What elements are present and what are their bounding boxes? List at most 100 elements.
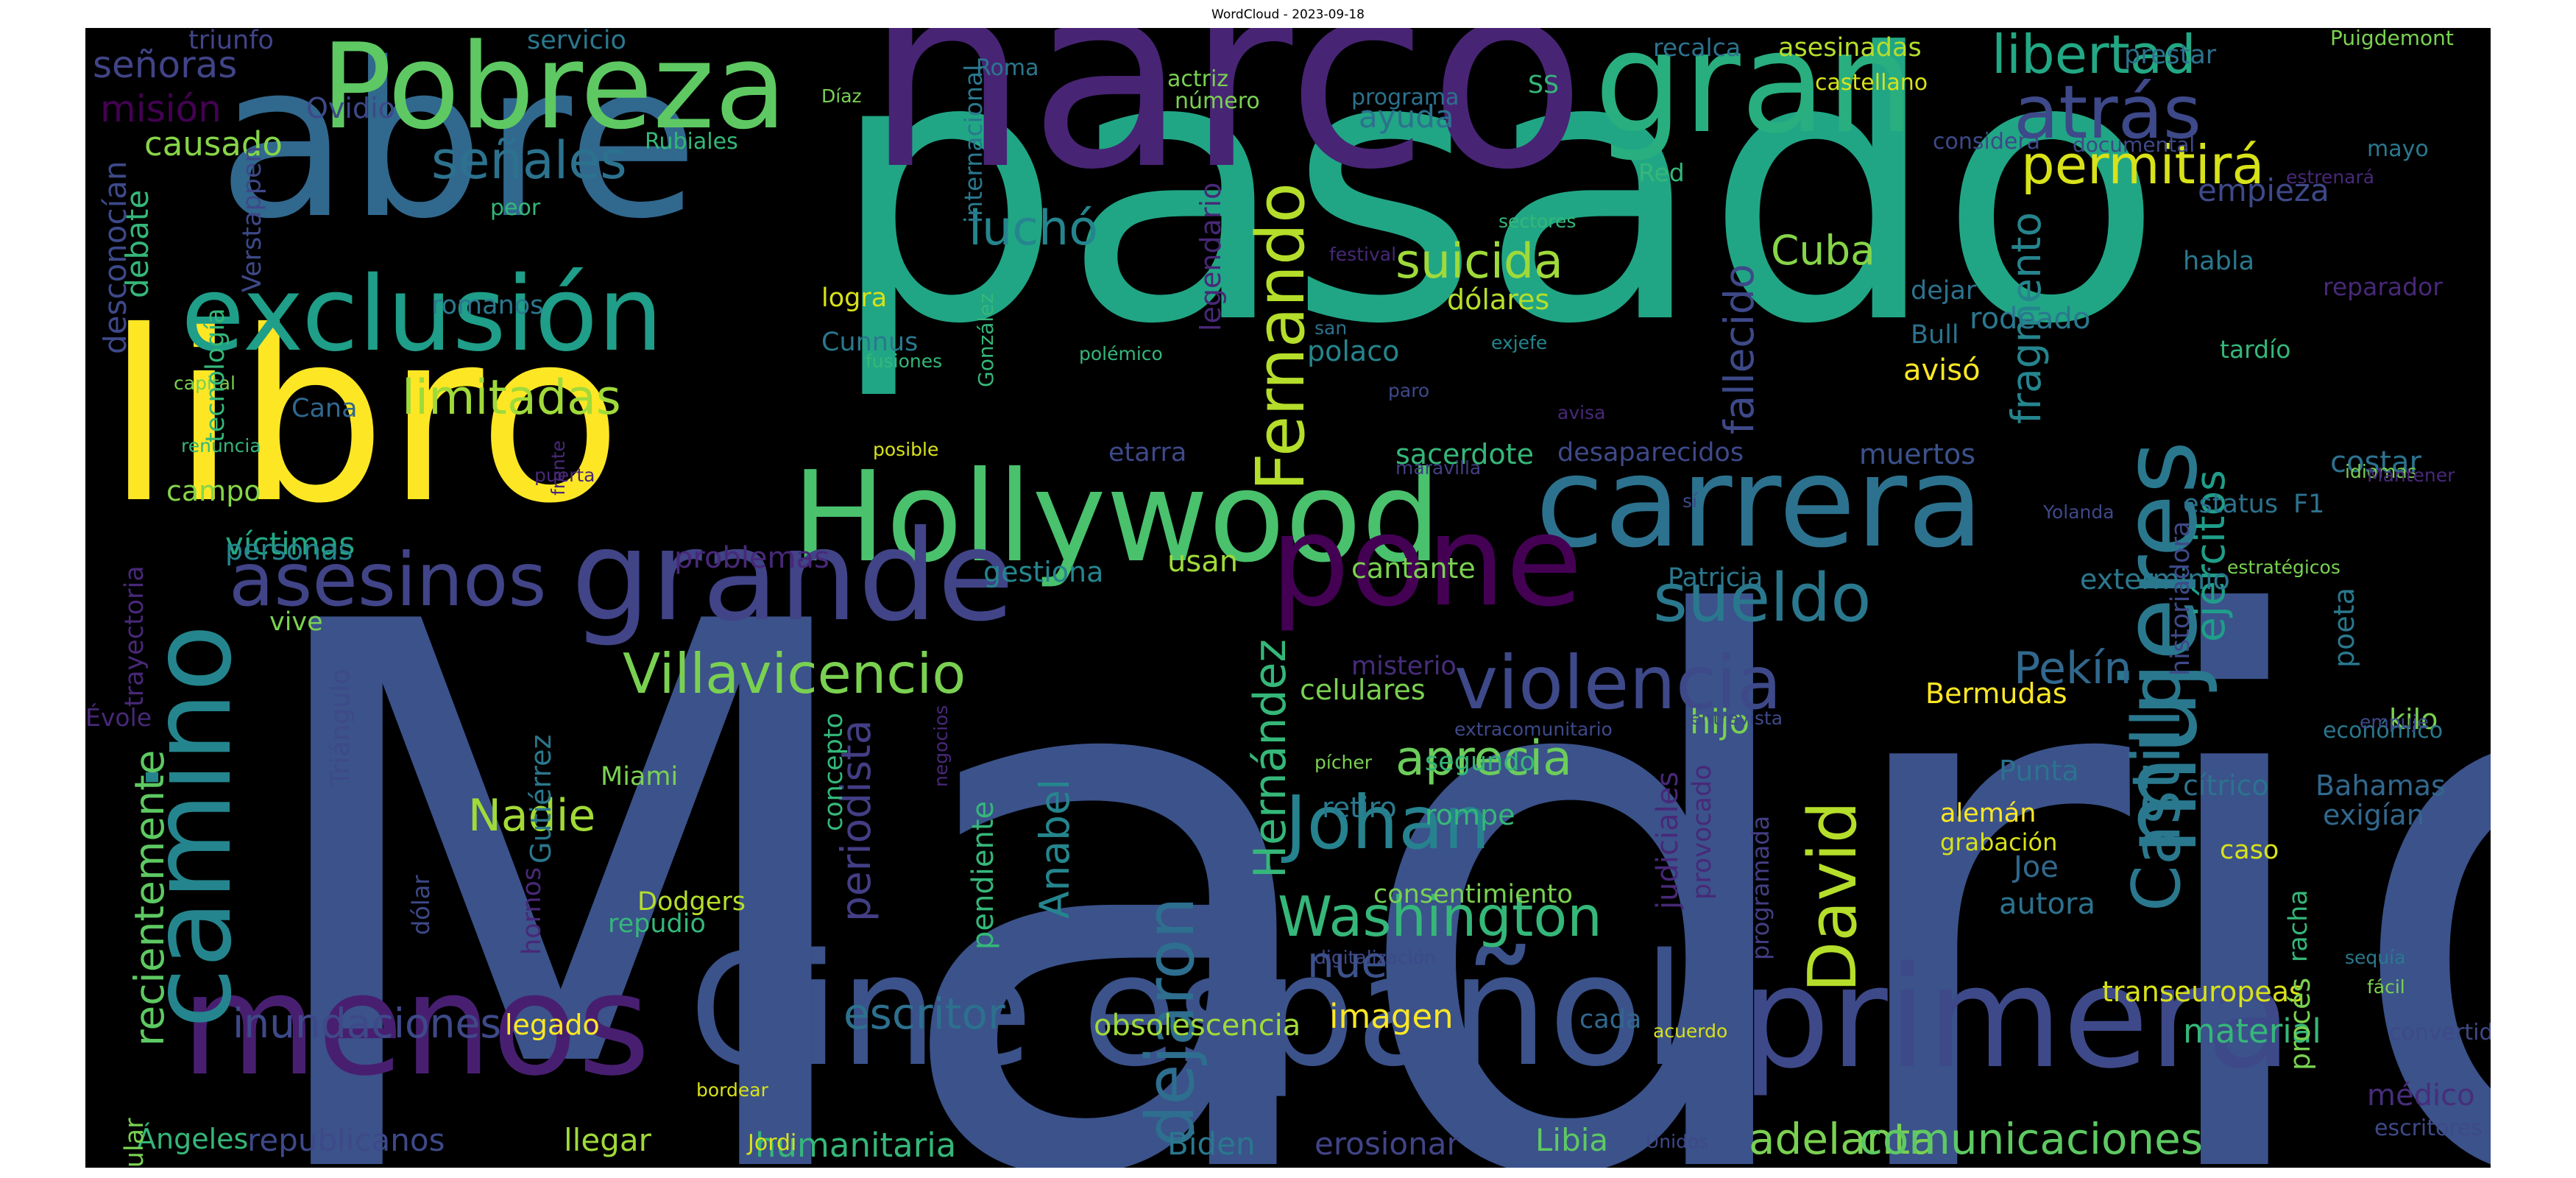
cloud-word: Castillo <box>2118 668 2195 911</box>
cloud-word: aprecia <box>1395 731 1573 786</box>
cloud-word: poeta <box>2328 588 2360 668</box>
cloud-word: erosionar <box>1314 1126 1459 1162</box>
cloud-word: obsolescencia <box>1094 1009 1301 1043</box>
cloud-word: servicio <box>527 28 626 55</box>
cloud-word: Puigdemont <box>2330 28 2454 50</box>
cloud-word: posible <box>873 439 939 460</box>
cloud-word: Yolanda <box>2043 501 2115 523</box>
cloud-word: libertad <box>1992 28 2196 85</box>
cloud-word: Pobreza <box>321 28 787 155</box>
cloud-word: costar <box>2330 445 2421 479</box>
cloud-word: estrenará <box>2286 166 2375 188</box>
cloud-word: estratégicos <box>2227 557 2340 578</box>
cloud-word: Jordi <box>748 1130 797 1156</box>
cloud-word: empieza <box>2198 172 2329 208</box>
cloud-word: Cana <box>291 394 358 423</box>
cloud-word: caso <box>2220 836 2279 865</box>
cloud-word: económico <box>2323 718 2444 744</box>
cloud-word: pendiente <box>966 800 1000 950</box>
cloud-word: republicanos <box>247 1122 445 1158</box>
cloud-word: humanitaria <box>755 1126 957 1165</box>
cloud-word: Mantener <box>2367 465 2455 486</box>
cloud-word: vive <box>269 607 323 637</box>
cloud-word: Patricia <box>1668 563 1763 593</box>
cloud-word: gran <box>1594 28 1915 164</box>
cloud-word: sequía <box>2345 947 2406 968</box>
cloud-word: suicida <box>1395 234 1564 289</box>
cloud-word: nuevo <box>1307 937 1440 987</box>
cloud-word: tardío <box>2220 335 2291 364</box>
cloud-word: Fernando <box>1242 182 1320 491</box>
cloud-word: reparador <box>2323 272 2443 301</box>
cloud-word: señoras <box>93 43 238 86</box>
cloud-word: número <box>1175 88 1260 114</box>
cloud-word: celulares <box>1300 674 1426 706</box>
cloud-word: ayuda <box>1359 99 1454 135</box>
cloud-word: cítrico <box>2183 769 2269 802</box>
cloud-word: considera <box>1933 129 2041 155</box>
cloud-word: violencia <box>1454 640 1782 726</box>
cloud-word: puerta <box>534 465 595 486</box>
cloud-word: legendario <box>1195 182 1227 331</box>
cloud-word: atrás <box>2014 69 2201 155</box>
cloud-word: avisa <box>1557 402 1606 423</box>
cloud-word: SS <box>1528 70 1559 99</box>
cloud-word: polémico <box>1079 343 1163 364</box>
cloud-word: castellano <box>1815 70 1928 96</box>
cloud-word: exterminio <box>2080 563 2230 596</box>
cloud-word: trayectoria <box>120 565 149 707</box>
cloud-word: pícher <box>1314 752 1373 773</box>
cloud-word: san <box>1314 317 1348 339</box>
cloud-word: idiomas <box>2345 461 2417 482</box>
cloud-word: problemas <box>674 541 829 575</box>
cloud-word: peor <box>490 195 541 221</box>
cloud-word: Bermudas <box>1925 677 2067 710</box>
cloud-word: fusiones <box>866 350 943 372</box>
cloud-word: digitalización <box>1314 947 1436 968</box>
cloud-word: Rubiales <box>645 129 738 155</box>
cloud-word: campo <box>166 475 261 507</box>
cloud-word: David <box>1794 801 1872 992</box>
cloud-word: judiciales <box>1651 771 1685 909</box>
cloud-word: Cunnus <box>821 328 919 357</box>
cloud-word: luchó <box>969 201 1098 256</box>
cloud-word: logra <box>821 283 888 313</box>
cloud-word: llegar <box>564 1122 651 1158</box>
cloud-word: Madrid <box>237 467 2491 1168</box>
cloud-word: debate <box>119 189 155 298</box>
cloud-word: sacerdote <box>1395 438 1534 470</box>
cloud-word: exigían <box>2323 799 2424 831</box>
cloud-word: particular <box>120 1118 149 1168</box>
cloud-word: dejar <box>1911 276 1977 306</box>
cloud-word: Roma <box>976 55 1039 81</box>
cloud-word: misterio <box>1351 652 1457 681</box>
cloud-word: hijo <box>1690 702 1750 741</box>
cloud-word: Nadie <box>468 790 596 842</box>
cloud-word: Hollywood <box>792 445 1441 590</box>
cloud-word: Punta <box>1999 755 2079 787</box>
cloud-word: dólar <box>407 875 435 935</box>
cloud-word: segundo <box>1425 747 1535 777</box>
cloud-word: Anabel <box>1031 778 1078 919</box>
cloud-word: escritores <box>2374 1115 2483 1141</box>
cloud-word: Triángulo <box>326 669 355 786</box>
cloud-word: recalca <box>1653 33 1741 62</box>
cloud-word: personas <box>225 534 353 566</box>
cloud-word: transeuropeas <box>2102 976 2304 1008</box>
cloud-word: Pekín <box>2014 643 2132 694</box>
cloud-word: negocios <box>930 705 952 787</box>
cloud-word: mayo <box>2367 136 2429 162</box>
cloud-word: Verstappen <box>238 146 267 292</box>
cloud-word: Miami <box>601 762 679 791</box>
cloud-word: Red <box>1638 158 1685 187</box>
cloud-word: paro <box>1388 380 1430 401</box>
cloud-word: rodeado <box>1970 302 2091 336</box>
cloud-word: primera <box>1741 937 2293 1099</box>
cloud-word: usan <box>1167 545 1239 579</box>
cloud-word: concepto <box>819 713 849 831</box>
cloud-word: abre <box>218 28 699 266</box>
cloud-word: Joe <box>2014 850 2059 884</box>
cloud-word: muertos <box>1859 438 1976 470</box>
cloud-word: Dodgers <box>637 887 746 917</box>
cloud-word: pasado <box>829 28 2164 404</box>
